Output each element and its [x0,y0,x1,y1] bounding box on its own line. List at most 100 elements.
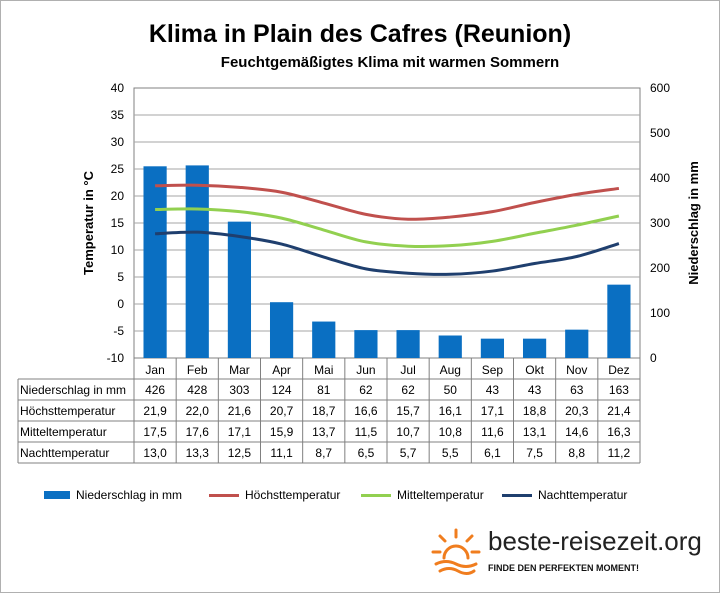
table-cell: 11,5 [355,425,378,439]
table-row-label: Nachttemperatur [20,446,109,460]
legend-item-precip: Niederschlag in mm [44,488,182,502]
y-right-tick-label: 600 [650,81,670,95]
y-left-tick-label: 0 [117,297,124,311]
x-tick-label: Mar [229,363,250,377]
series-line-h-chsttemperatur [155,183,620,221]
table-cell: 43 [486,383,500,397]
y-left-tick-label: -5 [113,324,124,338]
legend: Niederschlag in mm Höchsttemperatur Mitt… [44,488,684,504]
y-right-tick-label: 500 [650,126,670,140]
precip-bar [227,221,252,358]
legend-item-mean: Mitteltemperatur [361,488,484,502]
x-tick-label: Aug [440,363,461,377]
table-cell: 13,1 [523,425,547,439]
legend-label-high: Höchsttemperatur [245,488,341,502]
precip-bar [354,330,378,358]
x-tick-label: Jan [145,363,164,377]
y-right-axis-title: Niederschlag in mm [686,161,701,285]
table-cell: 21,9 [143,404,167,418]
precip-bar [185,165,209,358]
table-cell: 6,5 [358,446,375,460]
table-cell: 17,5 [143,425,167,439]
brand-name: beste-reisezeit.org [488,526,702,556]
legend-swatch-precip [44,491,70,499]
legend-swatch-high [209,493,239,497]
y-left-axis-title: Temperatur in °C [81,170,96,275]
table-cell: 81 [317,383,331,397]
table-cell: 10,8 [439,425,463,439]
table-cell: 63 [570,383,584,397]
y-left-tick-label: -10 [107,351,125,365]
table-cell: 7,5 [526,446,543,460]
y-left-tick-label: 25 [111,162,125,176]
precip-bar [143,166,167,358]
table-cell: 8,7 [315,446,332,460]
table-cell: 11,1 [270,446,293,460]
legend-label-precip: Niederschlag in mm [76,488,183,502]
precip-bar [269,302,294,358]
precip-bar [480,338,505,358]
chart-title: Klima in Plain des Cafres (Reunion) [148,20,572,48]
table-cell: 16,3 [607,425,631,439]
x-tick-label: Nov [566,363,587,377]
series-line-mitteltemperatur [155,207,620,249]
table-row-label: Niederschlag in mm [20,383,126,397]
table-cell: 14,6 [565,425,589,439]
table-cell: 5,5 [442,446,459,460]
precip-bar [522,338,547,358]
x-tick-label: Okt [525,363,544,377]
table-cell: 16,6 [354,404,378,418]
precip-bar [607,284,631,358]
legend-label-night: Nachttemperatur [538,488,628,502]
table-cell: 13,0 [143,446,167,460]
table-cell: 6,1 [484,446,501,460]
y-left-tick-label: 30 [111,135,125,149]
y-left-tick-label: 35 [111,108,125,122]
table-cell: 13,7 [312,425,336,439]
y-left-tick-label: 20 [111,189,125,203]
x-tick-label: Mai [314,363,333,377]
series-line-nachttemperatur [155,230,620,276]
table-cell: 8,8 [568,446,585,460]
table-cell: 13,3 [186,446,210,460]
table-cell: 17,1 [228,425,252,439]
table-cell: 50 [444,383,458,397]
chart-subtitle: Feuchtgemäßigtes Klima mit warmen Sommer… [220,54,560,71]
table-cell: 428 [187,383,207,397]
table-cell: 43 [528,383,542,397]
sun-icon [431,528,481,575]
y-right-tick-label: 400 [650,171,670,185]
y-right-tick-label: 300 [650,216,670,230]
table-cell: 22,0 [186,404,210,418]
table-cell: 15,7 [396,404,420,418]
precip-bar [312,321,336,358]
y-right-tick-label: 0 [650,351,657,365]
table-cell: 11,6 [481,425,504,439]
y-right-tick-label: 200 [650,261,670,275]
table-cell: 12,5 [228,446,252,460]
table-cell: 62 [359,383,373,397]
table-cell: 163 [609,383,629,397]
table-cell: 62 [401,383,415,397]
legend-item-night: Nachttemperatur [502,488,627,502]
table-cell: 17,1 [481,404,505,418]
precip-bar [438,335,462,358]
y-left-tick-label: 5 [117,270,124,284]
legend-item-high: Höchsttemperatur [209,488,340,502]
x-tick-label: Sep [482,363,504,377]
x-tick-label: Jul [400,363,415,377]
legend-swatch-night [502,493,532,497]
legend-swatch-mean [361,493,391,497]
y-left-tick-label: 15 [111,216,125,230]
precip-bar [396,330,420,358]
x-tick-label: Dez [608,363,629,377]
table-cell: 15,9 [270,425,294,439]
table-cell: 18,8 [523,404,547,418]
y-right-tick-label: 100 [650,306,670,320]
y-left-tick-label: 10 [111,243,125,257]
table-cell: 5,7 [400,446,417,460]
table-cell: 124 [272,383,292,397]
table-cell: 10,7 [396,425,420,439]
x-tick-label: Apr [272,363,291,377]
